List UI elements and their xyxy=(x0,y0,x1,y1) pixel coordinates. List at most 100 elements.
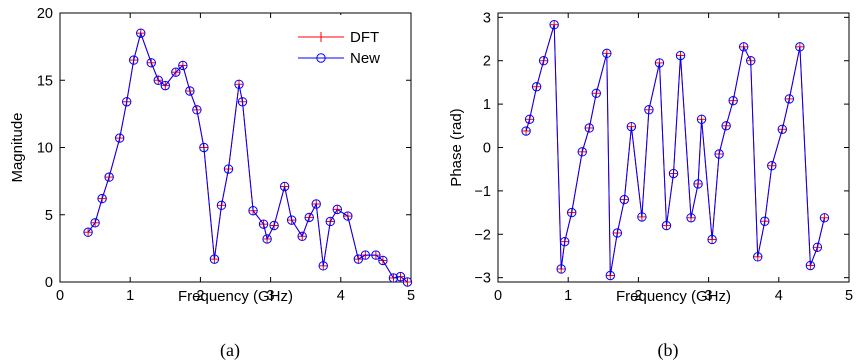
magnitude-new-point xyxy=(97,193,107,204)
magnitude-new-point xyxy=(248,206,258,216)
phase-new-point xyxy=(784,94,795,104)
magnitude-new-point xyxy=(90,218,100,228)
magnitude-new-point xyxy=(136,28,146,38)
magnitude-x-tick-label: 4 xyxy=(337,288,345,304)
phase-y-tick-label: −1 xyxy=(474,184,491,200)
magnitude-new-point xyxy=(343,211,353,221)
phase-dft-point xyxy=(521,126,531,136)
phase-new-point xyxy=(644,105,654,115)
phase-new-point xyxy=(746,56,756,66)
magnitude-new-point xyxy=(360,250,371,260)
phase-new-point xyxy=(795,42,805,52)
magnitude-new-point xyxy=(104,172,114,182)
phase-new-point xyxy=(753,252,763,262)
phase-new-point xyxy=(602,48,612,59)
magnitude-x-axis-label: Frequency (GHz) xyxy=(178,288,293,305)
magnitude-new-point xyxy=(286,215,297,225)
legend-box xyxy=(292,15,409,69)
phase-x-tick-label: 5 xyxy=(845,288,853,304)
magnitude-new-point xyxy=(199,142,209,153)
phase-y-tick-label: 3 xyxy=(483,10,491,26)
phase-new-point xyxy=(767,161,777,171)
magnitude-new-point xyxy=(234,79,244,89)
magnitude-new-point xyxy=(129,55,139,65)
magnitude-x-tick-label: 3 xyxy=(267,288,275,304)
magnitude-new-point xyxy=(297,231,307,241)
magnitude-new-point xyxy=(378,255,388,266)
phase-new-point xyxy=(812,242,823,252)
magnitude-new-point xyxy=(216,200,227,211)
phase-y-tick-label: −3 xyxy=(474,271,491,287)
phase-x-tick-label: 4 xyxy=(775,288,783,304)
phase-new-point xyxy=(577,147,587,157)
magnitude-new-point xyxy=(121,97,132,107)
phase-y-axis-label: Phase (rad) xyxy=(448,108,465,186)
magnitude-new-point xyxy=(353,254,364,264)
phase-new-point xyxy=(538,56,549,66)
phase-new-point xyxy=(521,126,531,136)
phase-new-point xyxy=(686,213,696,223)
phase-new-point xyxy=(626,121,637,132)
magnitude-y-tick-label: 20 xyxy=(37,6,53,22)
magnitude-new-point xyxy=(153,75,163,85)
phase-new-point xyxy=(549,20,559,30)
phase-new-series-line xyxy=(525,24,825,276)
phase-new-point xyxy=(612,228,623,238)
magnitude-dft-point xyxy=(83,227,93,237)
phase-new-point xyxy=(661,220,672,231)
magnitude-new-point xyxy=(192,105,202,115)
phase-new-point xyxy=(654,58,665,68)
phase-new-point xyxy=(559,236,570,247)
magnitude-new-point xyxy=(83,227,93,237)
magnitude-new-point xyxy=(237,97,248,107)
phase-panel: 0 1 2 3 4 5 −3 −2 −1 0 1 2 3 Frequency (GHz) Phase (… xyxy=(448,10,853,361)
magnitude-new-point xyxy=(304,212,314,223)
phase-new-point xyxy=(707,234,717,245)
magnitude-new-point xyxy=(395,271,406,282)
legend-dft-label: DFT xyxy=(350,29,379,46)
magnitude-new-point xyxy=(269,220,279,231)
magnitude-new-point xyxy=(332,204,342,215)
magnitude-new-point xyxy=(318,261,328,271)
phase-new-point xyxy=(584,123,594,133)
phase-new-point xyxy=(567,207,577,218)
panel-a-caption: (a) xyxy=(220,340,240,361)
phase-y-tick-label: −2 xyxy=(474,227,491,243)
phase-y-tick-label: 1 xyxy=(483,97,491,113)
phase-x-tick-label: 2 xyxy=(634,288,642,304)
magnitude-x-tick-label: 5 xyxy=(407,288,415,304)
magnitude-new-point xyxy=(209,254,220,264)
magnitude-new-point xyxy=(262,234,272,244)
magnitude-y-tick-label: 10 xyxy=(37,141,53,157)
phase-new-point xyxy=(619,194,630,205)
phase-new-point xyxy=(777,124,788,134)
phase-new-point xyxy=(675,50,686,61)
magnitude-new-point xyxy=(402,277,413,287)
magnitude-new-point xyxy=(171,67,181,77)
phase-new-point xyxy=(728,95,738,106)
phase-x-tick-label: 0 xyxy=(494,288,502,304)
phase-new-point xyxy=(605,270,616,281)
legend: DFT New xyxy=(292,15,409,69)
magnitude-new-point xyxy=(325,216,335,227)
legend-new-marker xyxy=(316,53,326,63)
phase-new-point xyxy=(693,179,703,189)
phase-x-axis-label: Frequency (GHz) xyxy=(616,288,731,305)
phase-new-point xyxy=(531,82,542,92)
magnitude-new-point xyxy=(114,133,125,143)
magnitude-panel: 0 1 2 3 4 5 0 5 10 15 20 Frequency (GHz) Magnitude… xyxy=(9,6,415,361)
magnitude-y-tick-label: 0 xyxy=(45,275,53,291)
phase-new-point xyxy=(556,264,566,274)
phase-new-point xyxy=(760,216,770,226)
phase-x-tick-label: 1 xyxy=(564,288,572,304)
phase-new-point xyxy=(591,88,601,98)
magnitude-y-axis-label: Magnitude xyxy=(9,112,26,182)
magnitude-y-tick-label: 5 xyxy=(45,208,53,224)
phase-new-point xyxy=(739,42,749,52)
phase-new-point xyxy=(714,149,724,159)
magnitude-new-point xyxy=(185,86,195,96)
magnitude-new-point xyxy=(311,199,321,209)
magnitude-new-point xyxy=(371,250,381,260)
phase-dft-point xyxy=(819,213,829,223)
